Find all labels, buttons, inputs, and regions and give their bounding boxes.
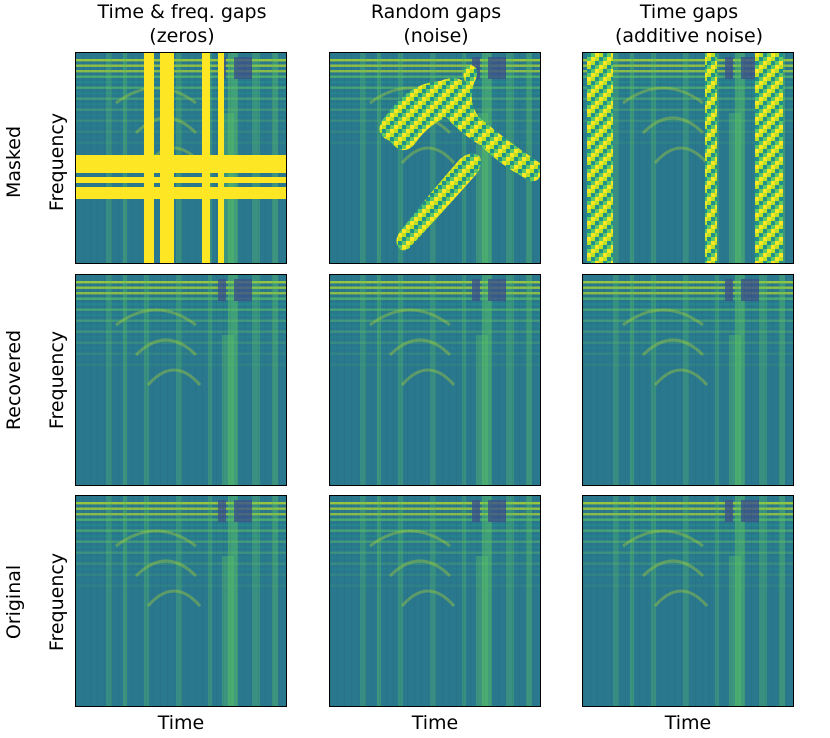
- y-axis-label-recovered: Frequency: [46, 330, 68, 430]
- panel-recovered-time-freq: [75, 274, 287, 486]
- spectrogram-original-time-freq: [76, 496, 286, 706]
- y-axis-label-masked: Frequency: [46, 112, 68, 212]
- row-label-masked: Masked: [3, 125, 25, 199]
- column-title-2: Random gaps (noise): [370, 1, 502, 47]
- column-title-3: Time gaps (additive noise): [614, 1, 764, 47]
- panel-masked-time: [582, 52, 794, 264]
- spectrogram-masked-time-freq: [76, 53, 286, 263]
- spectrogram-recovered-random: [330, 275, 540, 485]
- panel-original-time: [582, 495, 794, 707]
- spectrogram-recovered-time-freq: [76, 275, 286, 485]
- panel-recovered-time: [582, 274, 794, 486]
- row-label-recovered: Recovered: [3, 329, 25, 431]
- spectrogram-original-time: [583, 496, 793, 706]
- row-label-original: Original: [3, 564, 25, 640]
- x-axis-label-2: Time: [411, 712, 459, 734]
- spectrogram-masked-random: [330, 53, 540, 263]
- panel-masked-time-freq: [75, 52, 287, 264]
- y-axis-label-original: Frequency: [46, 552, 68, 652]
- panel-original-random: [329, 495, 541, 707]
- spectrogram-masked-time: [583, 53, 793, 263]
- column-title-1: Time & freq. gaps (zeros): [97, 1, 267, 47]
- panel-original-time-freq: [75, 495, 287, 707]
- x-axis-label-3: Time: [664, 712, 712, 734]
- panel-masked-random: [329, 52, 541, 264]
- spectrogram-recovered-time: [583, 275, 793, 485]
- x-axis-label-1: Time: [157, 712, 205, 734]
- spectrogram-original-random: [330, 496, 540, 706]
- panel-recovered-random: [329, 274, 541, 486]
